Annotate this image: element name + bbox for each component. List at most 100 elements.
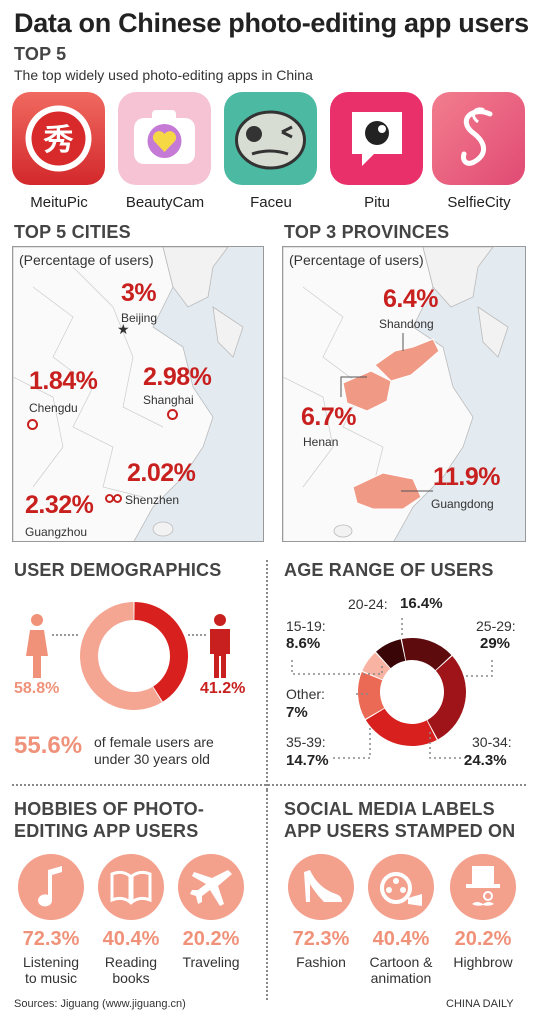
social-label-cartoon: Cartoon & animation — [356, 954, 446, 986]
under30-line1: of female users are — [94, 734, 214, 750]
top5-heading: TOP 5 — [14, 44, 67, 64]
provinces-heading: TOP 3 PROVINCES — [284, 222, 450, 242]
social-label-fashion-1: Fashion — [296, 954, 346, 970]
cities-heading: TOP 5 CITIES — [14, 222, 131, 242]
capital-star-icon: ★ — [117, 321, 130, 337]
hobby-label-reading: Reading books — [86, 954, 176, 986]
chengdu-value: 1.84% — [29, 367, 98, 395]
chengdu-label: Chengdu — [29, 401, 78, 415]
app-name-selfiecity: SelfieCity — [447, 194, 511, 211]
hobby-pct-reading: 40.4% — [102, 928, 160, 950]
top-hat-icon — [450, 854, 516, 920]
cities-note: (Percentage of users) — [19, 252, 154, 268]
age-30-34-value: 24.3% — [464, 752, 507, 769]
cities-map: (Percentage of users) 3% Beijing ★ 1.84%… — [12, 246, 264, 542]
social-pct-fashion: 72.3% — [292, 928, 350, 950]
guangdong-label: Guangdong — [431, 497, 494, 511]
hobbies-heading-line2: EDITING APP USERS — [14, 821, 199, 841]
social-label-cartoon-1: Cartoon & — [369, 954, 433, 970]
shanghai-label: Shanghai — [143, 393, 194, 407]
hobby-label-traveling: Traveling — [166, 954, 256, 970]
henan-label: Henan — [303, 435, 339, 449]
hobbies-heading-line1: HOBBIES OF PHOTO- — [14, 799, 205, 819]
guangzhou-value: 2.32% — [25, 491, 94, 519]
demographics-heading: USER DEMOGRAPHICS — [14, 560, 222, 580]
social-pct-cartoon: 40.4% — [372, 928, 430, 950]
female-leader — [52, 634, 78, 636]
book-icon — [98, 854, 164, 920]
shanghai-marker — [167, 409, 178, 420]
social-label-highbrow-1: Highbrow — [453, 954, 513, 970]
hobby-label-traveling-1: Traveling — [182, 954, 240, 970]
beautycam-logo — [118, 92, 211, 185]
age-35-39-label: 35-39: — [286, 734, 326, 750]
male-icon — [210, 614, 230, 678]
app-name-beautycam: BeautyCam — [125, 194, 205, 211]
hobby-pct-traveling: 20.2% — [182, 928, 240, 950]
age-slice-30-34 — [365, 708, 437, 746]
male-leader — [188, 634, 206, 636]
film-reel-icon — [368, 854, 434, 920]
hobby-pct-music: 72.3% — [22, 928, 80, 950]
hobbies-heading: HOBBIES OF PHOTO- EDITING APP USERS — [14, 798, 204, 842]
pitu-logo — [330, 92, 423, 185]
shenzhen-value: 2.02% — [127, 459, 196, 487]
social-label-fashion: Fashion — [276, 954, 366, 970]
age-15-19-value: 8.6% — [286, 635, 321, 652]
music-note-icon — [18, 854, 84, 920]
age-slice-35-39 — [358, 672, 385, 719]
meitupic-logo: 秀 — [12, 92, 105, 185]
divider-vertical-lower — [266, 790, 268, 1000]
female-value: 58.8% — [14, 680, 60, 697]
social-heading: SOCIAL MEDIA LABELS APP USERS STAMPED ON — [284, 798, 515, 842]
gender-slice-female — [79, 602, 162, 710]
age-25-29-value: 29% — [480, 635, 511, 652]
high-heel-icon — [288, 854, 354, 920]
guangzhou-label: Guangzhou — [25, 525, 88, 539]
faceu-logo — [224, 92, 317, 185]
guangdong-value: 11.9% — [433, 463, 501, 491]
female-icon — [26, 614, 48, 678]
shandong-value: 6.4% — [383, 285, 438, 313]
shandong-label: Shandong — [379, 317, 434, 331]
social-heading-line1: SOCIAL MEDIA LABELS — [284, 799, 495, 819]
under30-text: of female users are under 30 years old — [94, 734, 214, 768]
social-pct-highbrow: 20.2% — [454, 928, 512, 950]
age-25-29-label: 25-29: — [476, 618, 516, 634]
henan-value: 6.7% — [301, 403, 356, 431]
age-20-24-value: 16.4% — [400, 595, 443, 612]
app-name-pitu: Pitu — [364, 194, 390, 211]
app-name-meitupic: MeituPic — [30, 194, 88, 211]
hobby-label-reading-1: Reading — [104, 954, 158, 970]
male-value: 41.2% — [200, 680, 246, 697]
page-title: Data on Chinese photo-editing app users — [14, 8, 529, 38]
provinces-note: (Percentage of users) — [289, 252, 424, 268]
app-name-faceu: Faceu — [250, 194, 292, 211]
age-donut — [358, 638, 466, 746]
age-slice-other — [362, 652, 391, 680]
shenzhen-marker — [113, 494, 122, 503]
selfiecity-logo — [432, 92, 525, 185]
hobby-label-music: Listening to music — [6, 954, 96, 986]
hobby-label-music-1: Listening — [22, 954, 80, 970]
under30-line2: under 30 years old — [94, 751, 210, 767]
beijing-label: Beijing — [121, 311, 158, 325]
age-leader-lines — [291, 618, 493, 759]
source-note: Sources: Jiguang (www.jiguang.cn) — [14, 998, 186, 1010]
age-20-24-label: 20-24: — [348, 596, 388, 612]
beijing-value: 3% — [121, 279, 157, 307]
chengdu-marker — [27, 419, 38, 430]
provinces-map: (Percentage of users) 6.4% Shandong 6.7%… — [282, 246, 526, 542]
age-30-34-label: 30-34: — [472, 734, 512, 750]
social-heading-line2: APP USERS STAMPED ON — [284, 821, 516, 841]
age-35-39-value: 14.7% — [286, 752, 329, 769]
divider-vertical-upper — [266, 560, 268, 790]
age-other-value: 7% — [286, 704, 308, 721]
age-other-label: Other: — [286, 686, 325, 702]
social-label-cartoon-2: animation — [370, 970, 432, 986]
top5-subtitle: The top widely used photo-editing apps i… — [14, 67, 313, 83]
under30-value: 55.6% — [14, 732, 83, 759]
shanghai-value: 2.98% — [143, 363, 212, 391]
age-slice-20-24 — [401, 638, 452, 671]
age-15-19-label: 15-19: — [286, 618, 326, 634]
